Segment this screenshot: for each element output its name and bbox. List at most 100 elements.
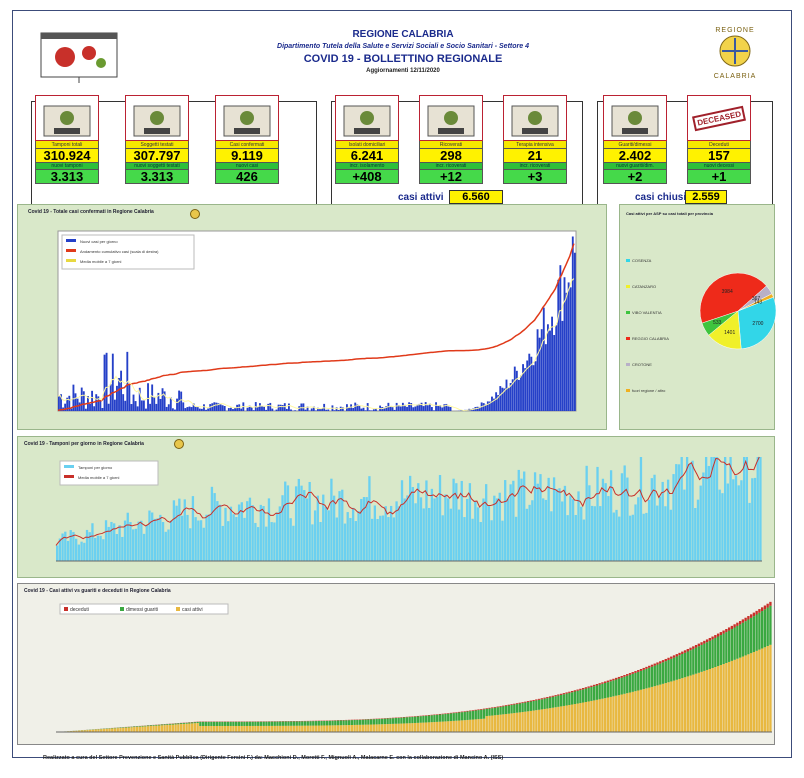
chart3-active-bar	[518, 712, 521, 732]
chart3-active-bar	[714, 667, 717, 732]
chart3-active-bar	[295, 725, 298, 732]
chart3-active-bar	[664, 683, 667, 732]
chart2-bar	[197, 520, 200, 561]
chart1-bar	[399, 406, 402, 411]
chart3-active-bar	[722, 664, 725, 732]
chart3-active-bar	[292, 725, 296, 732]
chart3-recovered-bar	[251, 721, 254, 726]
chart3-recovered-bar	[218, 721, 221, 726]
chart3-active-bar	[402, 723, 406, 732]
chart3-recovered-bar	[554, 696, 557, 708]
kpi-value: 307.797	[125, 149, 189, 163]
chart2-bar	[525, 508, 529, 561]
chart3-recovered-bar	[565, 693, 568, 706]
chart2-bar	[267, 498, 271, 561]
chart3-active-bar	[623, 693, 626, 732]
chart1-bar	[186, 407, 189, 411]
kpi-value2: 3.313	[125, 170, 189, 184]
chart2-bar	[438, 475, 442, 561]
chart3-deceased-bar	[705, 639, 709, 643]
lab-icon	[35, 95, 99, 141]
chart1-bar	[426, 405, 429, 411]
chart3-active-bar	[254, 725, 257, 732]
chart1-bar	[414, 406, 417, 411]
chart3-active-bar	[747, 654, 750, 732]
chart3-active-bar	[237, 725, 241, 732]
chart3-recovered-bar	[477, 710, 480, 720]
chart3-legend-swatch	[64, 607, 68, 611]
chart1-bar	[250, 407, 253, 411]
chart3-recovered-bar	[163, 724, 166, 726]
chart3-recovered-bar	[309, 721, 312, 726]
chart1-bar	[542, 307, 545, 411]
chart3-active-bar	[449, 721, 453, 732]
chart3-active-bar	[763, 647, 767, 732]
chart1-bar	[76, 398, 79, 411]
chart3-deceased-bar	[719, 632, 723, 636]
kpi-value: 2.402	[603, 149, 667, 163]
house-icon	[335, 95, 399, 141]
chart3-deceased-bar	[749, 614, 753, 618]
chart3-active-bar	[581, 702, 585, 732]
chart3-active-bar	[559, 706, 563, 732]
chart3-active-bar	[419, 722, 422, 732]
chart3-active-bar	[425, 722, 428, 732]
chart3-recovered-bar	[463, 711, 466, 721]
chart3-recovered-bar	[320, 720, 323, 726]
chart3-recovered-bar	[760, 611, 764, 649]
chart3-active-bar	[229, 725, 232, 732]
chart1-legend	[61, 234, 195, 270]
chart3-recovered-bar	[515, 704, 519, 713]
chart1-bar	[271, 408, 274, 411]
chart3-active-bar	[689, 675, 692, 732]
chart2-bar	[289, 518, 292, 561]
chart1-bar	[128, 384, 131, 411]
chart1-bar	[540, 329, 543, 411]
chart3-recovered-bar	[659, 663, 662, 685]
chart3-active-bar	[725, 662, 728, 732]
chart3-active-bar	[642, 689, 645, 732]
chart3-deceased-bar	[452, 712, 455, 714]
chart2-bar	[650, 478, 653, 561]
chart3-active-bar	[609, 696, 612, 732]
chart3-active-bar	[193, 723, 197, 732]
chart3-recovered-bar	[455, 712, 458, 721]
chart3-recovered-bar	[317, 720, 320, 726]
chart2-bar	[533, 472, 537, 561]
chart1-bar	[424, 402, 427, 411]
chart3-active-bar	[752, 652, 756, 732]
chart3-deceased-bar	[526, 701, 530, 703]
chart2-bar	[346, 512, 349, 561]
chart3-deceased-bar	[562, 693, 566, 695]
chart3-active-bar	[455, 720, 458, 732]
chart3-active-bar	[182, 723, 186, 732]
chart2-bar	[740, 480, 743, 561]
chart3-active-bar	[91, 729, 95, 732]
chart3-active-bar	[141, 726, 144, 732]
chart1-bar	[167, 404, 170, 411]
chart1-bar	[211, 403, 214, 411]
chart3-active-bar	[375, 724, 378, 732]
chart3-recovered-bar	[579, 690, 582, 704]
chart3-active-bar	[692, 674, 695, 732]
chart1-bar	[321, 408, 324, 411]
chart3-active-bar	[513, 713, 516, 732]
chart2-bar	[601, 478, 605, 561]
chart3-active-bar	[683, 677, 687, 732]
chart3-recovered-bar	[606, 682, 610, 698]
chart2-bar	[303, 490, 306, 561]
chart3-recovered-bar	[358, 719, 362, 725]
chart2-bar	[406, 495, 409, 561]
chart2-bar	[88, 532, 91, 561]
chart3-deceased-bar	[488, 707, 491, 709]
chart3-active-bar	[246, 725, 249, 732]
chart3-recovered-bar	[342, 720, 345, 726]
chart2-bar	[365, 497, 368, 561]
chart3-recovered-bar	[546, 698, 549, 709]
chart2-bar	[539, 474, 542, 561]
chart3-deceased-bar	[609, 679, 612, 682]
chart3-active-bar	[380, 724, 384, 732]
chart3-recovered-bar	[279, 721, 282, 726]
chart3-active-bar	[738, 657, 742, 732]
chart2-bar	[490, 520, 493, 561]
